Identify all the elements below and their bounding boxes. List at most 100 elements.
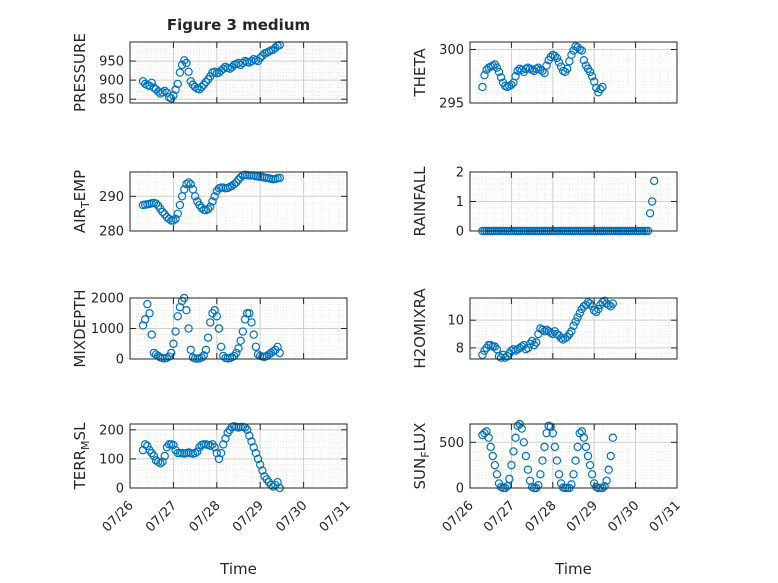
data-point xyxy=(579,55,589,65)
data-point xyxy=(143,299,152,309)
x-tick-label: 07/31 xyxy=(647,498,684,535)
data-point xyxy=(509,345,518,354)
y-tick-label: 100 xyxy=(99,452,124,467)
data-point xyxy=(486,340,495,350)
data-point xyxy=(542,428,551,438)
axes-box xyxy=(469,41,678,104)
data-point xyxy=(490,460,500,470)
data-point xyxy=(546,328,555,337)
data-point xyxy=(164,440,174,449)
data-point xyxy=(208,197,217,206)
data-point xyxy=(201,345,211,355)
data-point xyxy=(171,214,180,224)
data-point xyxy=(523,465,533,474)
data-point xyxy=(234,344,243,353)
y-tick-label: 0 xyxy=(116,482,124,497)
data-point xyxy=(190,192,200,201)
data-point xyxy=(173,448,182,458)
data-point xyxy=(275,40,284,50)
y-tick-label: 200 xyxy=(99,423,124,438)
data-point xyxy=(515,343,524,353)
data-point xyxy=(538,325,547,335)
data-point xyxy=(197,82,206,92)
data-point xyxy=(140,315,150,324)
data-point xyxy=(480,70,489,80)
x-tick-label: 07/27 xyxy=(143,498,180,535)
data-point xyxy=(275,348,284,358)
data-point xyxy=(590,306,599,315)
data-point xyxy=(556,479,566,488)
data-points xyxy=(138,293,284,363)
data-point xyxy=(182,58,191,68)
y-tick-label: 280 xyxy=(99,225,124,240)
data-point xyxy=(171,85,180,94)
data-point xyxy=(245,431,254,440)
data-point xyxy=(573,442,582,452)
data-point xyxy=(236,336,245,345)
y-tick-label: 850 xyxy=(99,93,124,108)
data-point xyxy=(558,335,568,344)
data-point xyxy=(480,428,489,438)
x-ticks xyxy=(129,42,348,103)
data-point xyxy=(540,442,549,452)
data-point xyxy=(275,173,284,183)
data-point xyxy=(554,470,564,479)
data-point xyxy=(210,192,219,201)
data-point xyxy=(195,85,204,94)
axes-box xyxy=(469,423,678,489)
data-point xyxy=(604,465,613,474)
data-point xyxy=(158,207,167,217)
x-axis-label: Time xyxy=(554,560,592,578)
data-point xyxy=(143,441,152,451)
data-point xyxy=(175,200,185,210)
data-point xyxy=(201,77,211,87)
data-point xyxy=(151,85,161,94)
y-tick-label: 295 xyxy=(439,97,464,112)
data-point xyxy=(167,348,176,358)
data-point xyxy=(258,466,267,475)
plot-area xyxy=(130,424,347,488)
data-point xyxy=(550,51,560,61)
data-point xyxy=(608,433,618,442)
subplot-pressure: 850 900 950 PRESSURE xyxy=(71,33,348,112)
data-point xyxy=(567,327,576,336)
x-ticks xyxy=(469,298,678,359)
data-point xyxy=(251,448,261,458)
data-point xyxy=(645,209,655,218)
data-point xyxy=(160,86,169,96)
x-tick-label: 07/26 xyxy=(440,498,477,535)
data-point xyxy=(650,176,659,186)
data-point xyxy=(216,448,226,458)
y-ticks: 0 1000 2000 xyxy=(91,292,347,368)
y-tick-label: 900 xyxy=(99,74,124,89)
data-point xyxy=(587,470,597,479)
y-tick-label: 2 xyxy=(456,166,464,181)
y-axis-label: TERRMSL xyxy=(71,422,92,491)
data-point xyxy=(219,64,228,73)
data-point xyxy=(256,460,265,469)
plot-area xyxy=(470,42,677,103)
data-point xyxy=(180,185,189,194)
data-point xyxy=(511,72,520,81)
x-tick-label: 07/31 xyxy=(317,498,354,535)
data-point xyxy=(186,345,195,355)
data-point xyxy=(160,451,169,461)
data-point xyxy=(600,481,609,491)
y-tick-label: 0 xyxy=(116,353,124,368)
subplot-rainfall: 0 1 2 RAINFALL xyxy=(411,166,678,240)
data-point xyxy=(556,334,566,343)
axes-box xyxy=(129,41,348,104)
data-point xyxy=(186,179,195,189)
data-point xyxy=(546,52,555,62)
data-point xyxy=(169,216,178,225)
data-point xyxy=(602,476,611,485)
data-point xyxy=(606,451,615,461)
data-point xyxy=(542,61,551,70)
subplot-h2omixra: 8 10 H2OMIXRA xyxy=(411,288,678,369)
data-point xyxy=(242,309,252,318)
data-point xyxy=(214,324,224,333)
data-point xyxy=(147,78,156,87)
data-points xyxy=(478,42,607,97)
data-point xyxy=(216,342,226,351)
